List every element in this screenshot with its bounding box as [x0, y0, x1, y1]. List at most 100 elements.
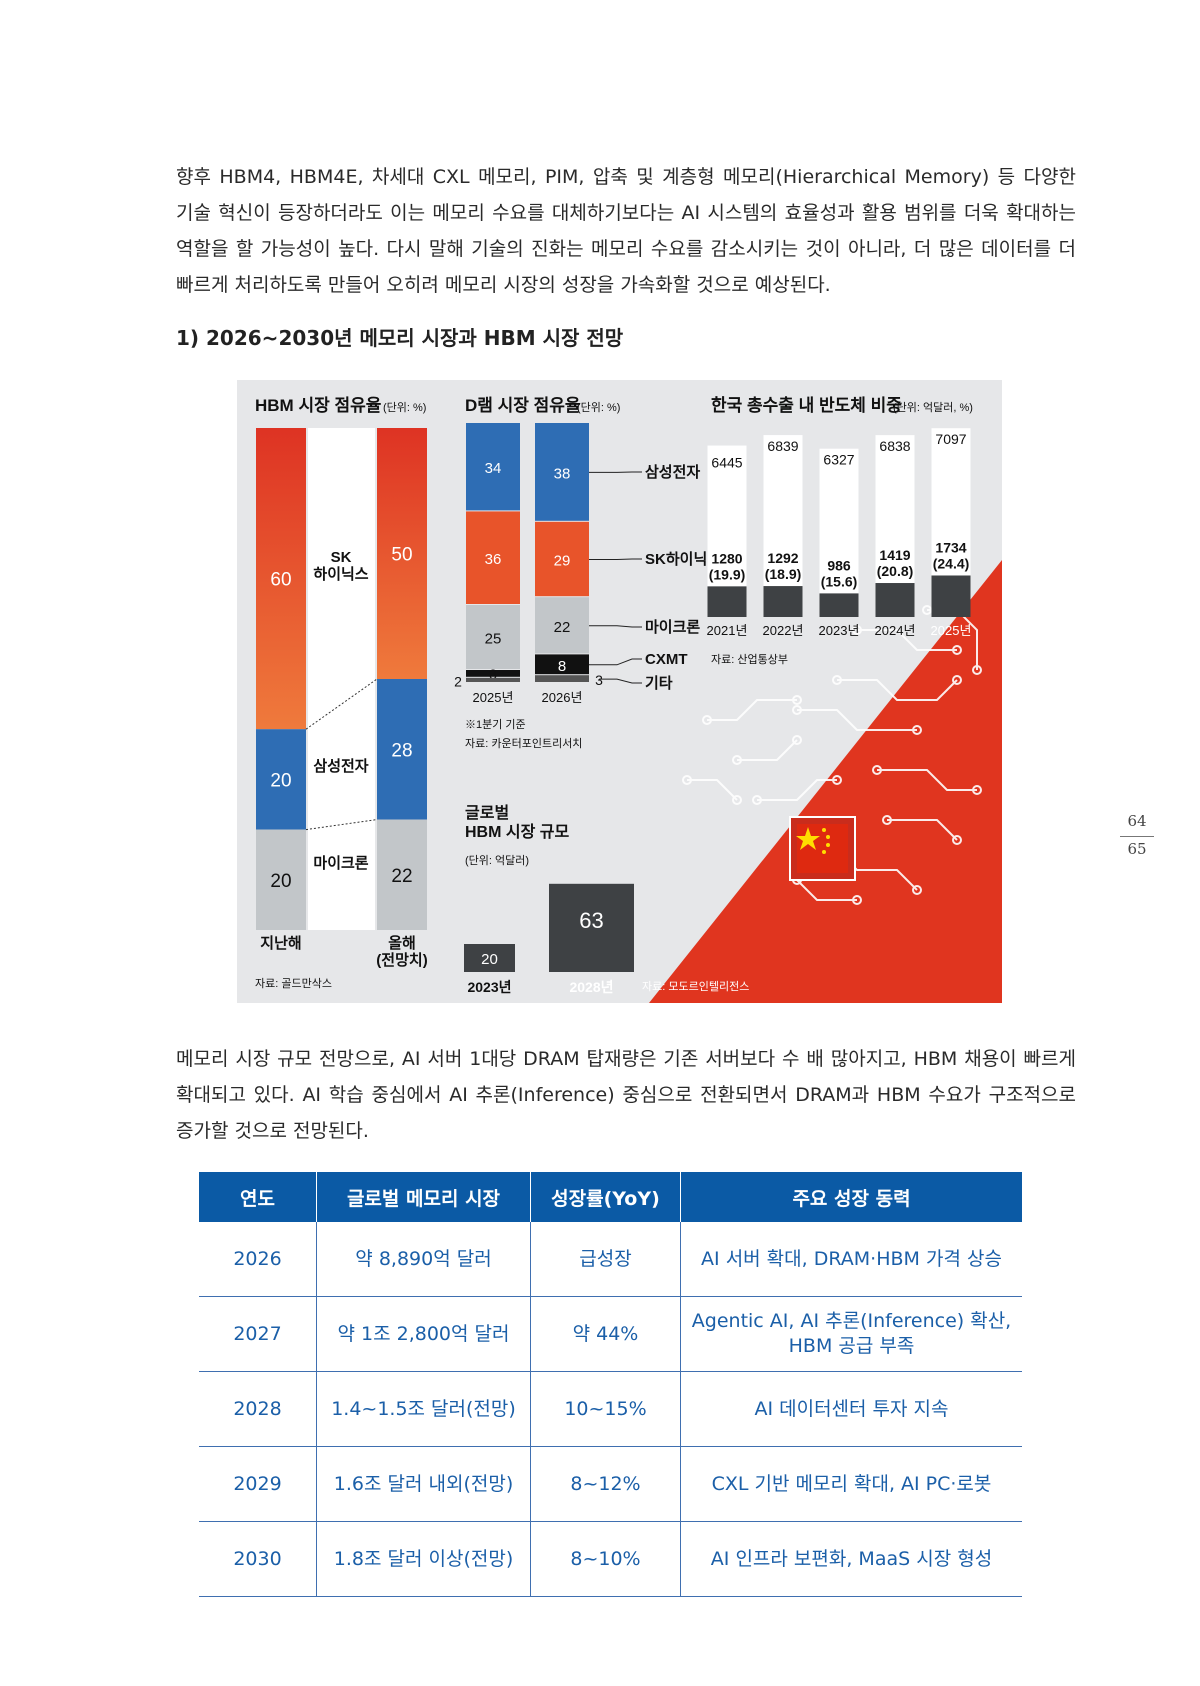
circuit-node	[852, 625, 862, 635]
global-hbm-title: 글로벌 HBM 시장 규모	[465, 804, 569, 841]
global-hbm-bar	[464, 944, 515, 972]
dram-company-label: 기타	[645, 675, 673, 692]
hbm-share-value: 20	[270, 770, 291, 791]
dram-share-bar	[535, 423, 589, 521]
dram-share-value: 29	[554, 553, 571, 570]
table-row: 2027 약 1조 2,800억 달러 약 44% Agentic AI, AI 추론…	[199, 1296, 1022, 1372]
hbm-share-unit: (단위: %)	[383, 401, 426, 414]
china-flag-icon	[797, 824, 848, 873]
exports-year-label: 2021년	[707, 623, 748, 638]
exports-semiconductor-bar	[707, 586, 747, 617]
header-growth: 성장률(YoY)	[530, 1172, 681, 1222]
dram-share-unit: (단위: %)	[577, 401, 620, 414]
hbm-share-value: 22	[391, 866, 412, 887]
hbm-share-bar	[256, 428, 306, 730]
page-number-left: 64	[1127, 812, 1147, 830]
global-hbm-unit: (단위: 억달러)	[465, 854, 529, 867]
circuit-trace	[887, 819, 958, 841]
cell-year: 2027	[199, 1296, 317, 1372]
circuit-node	[832, 775, 842, 785]
flag-small-star-icon	[826, 835, 830, 839]
cell-growth: 약 44%	[530, 1296, 681, 1372]
dram-year-label: 2025년	[473, 690, 514, 705]
dram-share-note: ※1분기 기준	[465, 718, 526, 731]
flag-small-star-icon	[822, 828, 826, 832]
dram-share-bar	[466, 605, 520, 669]
table-row: 2028 1.4~1.5조 달러(전망) 10~15% AI 데이터센터 투자 지속	[199, 1371, 1022, 1447]
hbm-share-value: 20	[270, 871, 291, 892]
hbm-col-label: 올해 (전망치)	[376, 935, 427, 969]
dram-share-title: D램 시장 점유율	[465, 396, 581, 415]
circuit-trace	[796, 879, 857, 901]
hbm-share-bar	[377, 679, 427, 820]
hbm-company-label: 삼성전자	[313, 757, 368, 775]
exports-total-value: 6838	[879, 438, 910, 454]
dram-company-label: CXMT	[645, 651, 688, 668]
circuit-node	[682, 775, 692, 785]
circuit-node	[832, 675, 842, 685]
flag-small-star-icon	[822, 850, 826, 854]
global-hbm-year-label: 2023년	[467, 979, 511, 995]
circuit-node	[912, 885, 922, 895]
cell-drivers: Agentic AI, AI 추론(Inference) 확산, HBM 공급 …	[680, 1296, 1022, 1372]
cell-year: 2028	[199, 1371, 317, 1447]
header-year: 연도	[199, 1172, 317, 1222]
dram-share-bar	[466, 511, 520, 604]
hbm-share-value: 50	[391, 545, 412, 566]
circuit-node	[732, 795, 742, 805]
hbm-share-source: 자료: 골드만삭스	[255, 977, 332, 990]
table-row: 2026 약 8,890억 달러 급성장 AI 서버 확대, DRAM·HBM 가격 …	[199, 1222, 1022, 1297]
dram-share-bar	[535, 521, 589, 597]
hbm-share-value: 28	[391, 740, 412, 761]
cell-year: 2029	[199, 1446, 317, 1522]
exports-total-value: 6327	[823, 452, 854, 468]
hbm-share-bar	[377, 819, 427, 930]
exports-semiconductor-value: 1292 (18.9)	[765, 550, 802, 582]
after-chart-paragraph: 메모리 시장 규모 전망으로, AI 서버 1대당 DRAM 탑재량은 기존 서…	[176, 1048, 1076, 1142]
dram-share-bar	[535, 654, 589, 675]
global-hbm-value: 63	[579, 908, 603, 933]
circuit-node	[952, 835, 962, 845]
cell-market: 1.8조 달러 이상(전망)	[316, 1521, 531, 1597]
dram-share-value: 34	[485, 460, 502, 477]
cell-drivers: AI 서버 확대, DRAM·HBM 가격 상승	[680, 1222, 1022, 1297]
circuit-node	[912, 725, 922, 735]
exports-total-value: 6445	[711, 455, 742, 471]
circuit-node	[872, 765, 882, 775]
exports-semiconductor-value: 1734 (24.4)	[933, 539, 970, 571]
exports-semiconductor-value: 1280 (19.9)	[709, 550, 746, 582]
table-row: 2029 1.6조 달러 내외(전망) 8~12% CXL 기반 메모리 확대, AI…	[199, 1446, 1022, 1522]
cell-market: 1.6조 달러 내외(전망)	[316, 1446, 531, 1522]
cell-drivers: CXL 기반 메모리 확대, AI PC·로봇	[680, 1446, 1022, 1522]
exports-semiconductor-value: 1419 (20.8)	[877, 547, 914, 579]
exports-semiconductor-bar	[763, 586, 803, 617]
dram-year-label: 2026년	[542, 690, 583, 705]
circuit-node	[852, 895, 862, 905]
cell-market: 약 1조 2,800억 달러	[316, 1296, 531, 1372]
dram-share-bar	[535, 597, 589, 654]
global-hbm-value: 20	[481, 951, 498, 968]
circuit-trace	[707, 699, 797, 721]
hbm-share-bar	[256, 829, 306, 930]
dram-share-value: 25	[485, 631, 502, 648]
exports-semiconductor-bar	[931, 575, 971, 617]
cell-year: 2026	[199, 1222, 317, 1297]
page-number-divider	[1120, 836, 1154, 837]
infographic: HBM 시장 점유율 (단위: %) 60 20 20 50 28 22 SK 하이닉스 삼성전자 마…	[237, 380, 1002, 1003]
cell-drivers: AI 인프라 보편화, MaaS 시장 형성	[680, 1521, 1022, 1597]
dram-share-value: 22	[554, 619, 571, 636]
circuit-node	[792, 705, 802, 715]
dram-share-value: 8	[558, 658, 566, 675]
cell-growth: 8~10%	[530, 1521, 681, 1597]
hbm-share-connector	[305, 678, 378, 730]
table-header-row: 연도 글로벌 메모리 시장 성장률(YoY) 주요 성장 동력	[199, 1172, 1022, 1222]
forecast-table: 연도 글로벌 메모리 시장 성장률(YoY) 주요 성장 동력 2026 약 8,…	[199, 1172, 1022, 1597]
exports-total-value: 6839	[767, 438, 798, 454]
exports-total-value: 7097	[935, 431, 966, 447]
hbm-col-label: 지난해	[260, 935, 301, 952]
dram-leader-line	[599, 678, 642, 684]
hbm-share-bar	[377, 428, 427, 679]
circuit-node	[922, 605, 932, 615]
dram-company-label: 삼성전자	[645, 463, 700, 481]
section-title: 1) 2026~2030년 메모리 시장과 HBM 시장 전망	[176, 326, 624, 350]
